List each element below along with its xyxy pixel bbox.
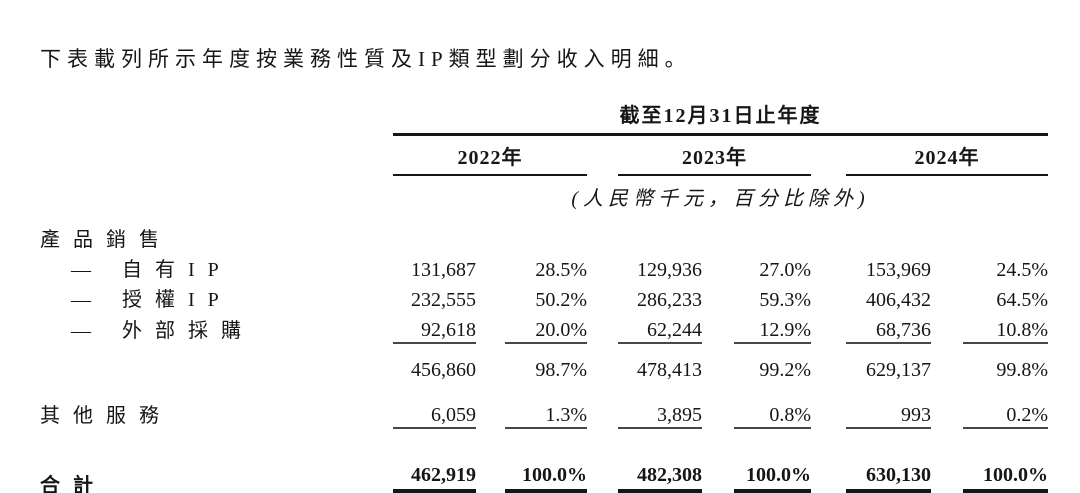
- percent-cell: 24.5%: [996, 259, 1049, 281]
- percent-cell: 100.0%: [734, 428, 811, 493]
- year-header-2023: 2023年: [618, 134, 811, 176]
- percent-cell: 12.9%: [734, 312, 811, 344]
- percent-cell: 50.2%: [535, 289, 587, 311]
- percent-cell: 98.7%: [535, 359, 587, 381]
- percent-cell: 0.2%: [963, 382, 1049, 429]
- amount-cell: 232,555: [411, 289, 476, 311]
- percent-cell: 20.0%: [505, 312, 587, 344]
- percent-cell: 28.5%: [535, 259, 587, 281]
- percent-cell: 27.0%: [759, 259, 811, 281]
- amount-cell: 993: [846, 382, 931, 429]
- table-row-other-services: 其他服務 6,059 1.3% 3,895 0.8% 993 0.2%: [40, 382, 1049, 429]
- period-header-row: 截至12月31日止年度: [40, 94, 1049, 136]
- row-label-external-procurement: — 外部採購: [71, 320, 254, 342]
- amount-cell: 630,130: [846, 428, 931, 493]
- amount-cell: 482,308: [618, 428, 702, 493]
- amount-cell: 629,137: [866, 359, 931, 381]
- year-header-2024: 2024年: [846, 134, 1049, 176]
- row-label-licensed-ip: — 授權IP: [71, 289, 232, 311]
- percent-cell: 100.0%: [505, 428, 587, 493]
- table-row-product-sales-subtotal: 456,860 98.7% 478,413 99.2% 629,137 99.8…: [40, 343, 1048, 382]
- row-label-total: 合計: [40, 475, 106, 493]
- amount-cell: 68,736: [846, 312, 931, 344]
- percent-cell: 1.3%: [505, 382, 587, 429]
- intro-text: 下表載列所示年度按業務性質及IP類型劃分收入明細。: [40, 47, 692, 71]
- amount-cell: 153,969: [866, 259, 931, 281]
- year-header-2022: 2022年: [393, 134, 587, 176]
- row-label-product-sales: 產品銷售: [40, 229, 172, 251]
- amount-cell: 406,432: [866, 289, 931, 311]
- table-row-product-sales: 產品銷售: [40, 214, 1048, 252]
- amount-cell: 286,233: [637, 289, 702, 311]
- percent-cell: 99.2%: [759, 359, 811, 381]
- table-row-licensed-ip: — 授權IP 232,555 50.2% 286,233 59.3% 406,4…: [40, 282, 1048, 312]
- percent-cell: 59.3%: [759, 289, 811, 311]
- period-header: 截至12月31日止年度: [393, 94, 1049, 136]
- unit-note: (人民幣千元，百分比除外): [571, 188, 870, 210]
- amount-cell: 478,413: [637, 359, 702, 381]
- amount-cell: 92,618: [393, 312, 476, 344]
- amount-cell: 456,860: [411, 359, 476, 381]
- table-row-own-ip: — 自有IP 131,687 28.5% 129,936 27.0% 153,9…: [40, 252, 1048, 282]
- amount-cell: 129,936: [637, 259, 702, 281]
- amount-cell: 62,244: [618, 312, 702, 344]
- percent-cell: 10.8%: [963, 312, 1049, 344]
- unit-note-row: (人民幣千元，百分比除外): [40, 175, 1048, 214]
- row-label-own-ip: — 自有IP: [71, 259, 232, 281]
- amount-cell: 131,687: [411, 259, 476, 281]
- revenue-breakdown-table: 截至12月31日止年度 2022年 2023年 2024年 (人民幣千元，百分比…: [40, 94, 1049, 493]
- percent-cell: 64.5%: [996, 289, 1049, 311]
- amount-cell: 6,059: [393, 382, 476, 429]
- table-row-total: 合計 462,919 100.0% 482,308 100.0% 630,130…: [40, 428, 1049, 493]
- percent-cell: 99.8%: [996, 359, 1049, 381]
- amount-cell: 3,895: [618, 382, 702, 429]
- percent-cell: 0.8%: [734, 382, 811, 429]
- row-label-other-services: 其他服務: [40, 405, 172, 427]
- year-header-row: 2022年 2023年 2024年: [40, 134, 1049, 176]
- amount-cell: 462,919: [393, 428, 476, 493]
- table-row-external-procurement: — 外部採購 92,618 20.0% 62,244 12.9% 68,736 …: [40, 312, 1049, 344]
- percent-cell: 100.0%: [963, 428, 1049, 493]
